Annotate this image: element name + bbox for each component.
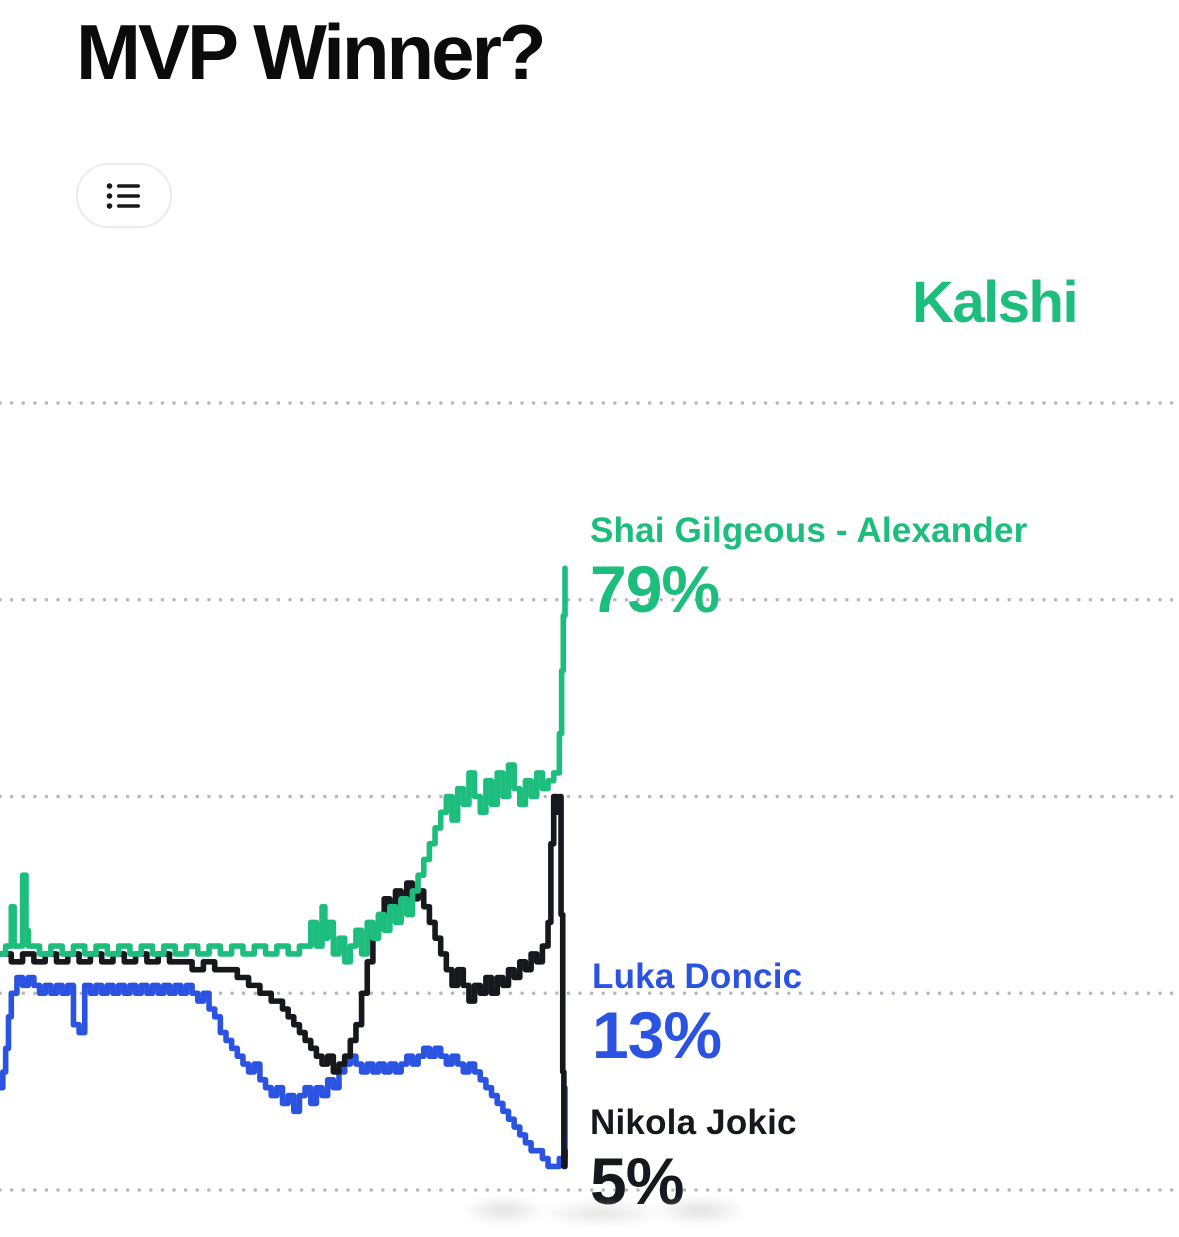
- series-name-luka: Luka Doncic: [592, 957, 803, 996]
- series-name-sga: Shai Gilgeous - Alexander: [590, 511, 1028, 550]
- series-label-nikola-jokic: Nikola Jokic 5%: [590, 1103, 797, 1218]
- list-view-button[interactable]: [76, 163, 172, 228]
- series-name-jokic: Nikola Jokic: [590, 1103, 797, 1142]
- series-value-luka: 13%: [592, 997, 722, 1072]
- list-icon: [106, 181, 142, 211]
- series-value-jokic: 5%: [590, 1143, 684, 1218]
- page-title: MVP Winner?: [76, 8, 547, 96]
- series-label-luka-doncic: Luka Doncic 13%: [592, 957, 803, 1072]
- series-value-sga: 79%: [590, 551, 720, 626]
- kalshi-logo: Kalshi: [912, 270, 1079, 335]
- series-label-shai-gilgeous-alexander: Shai Gilgeous - Alexander 79%: [590, 511, 1028, 626]
